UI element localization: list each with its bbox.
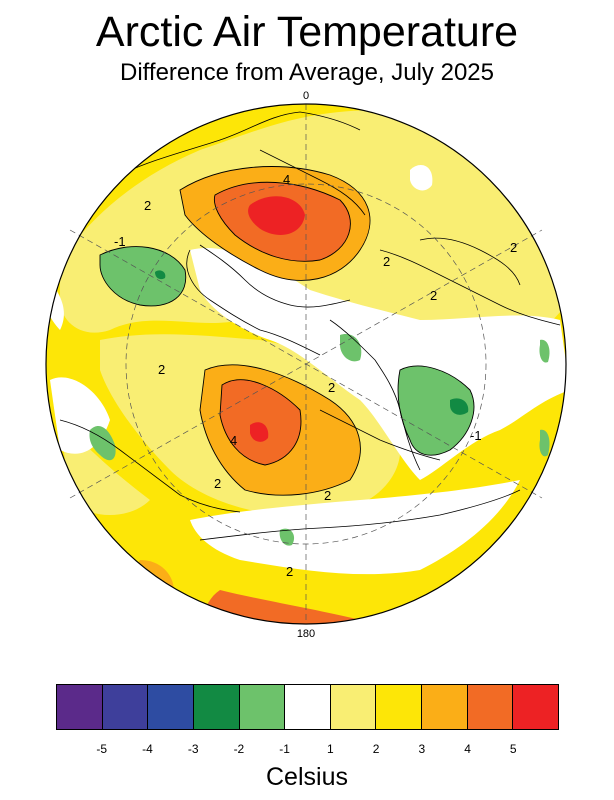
polar-map: 4 2 -1 2 2 2 2 2 4 2 2 -1 2 0 180 xyxy=(45,90,567,640)
legend-swatch xyxy=(148,685,194,729)
anomaly-near-zero-region xyxy=(410,165,433,191)
legend-tick-label: 3 xyxy=(418,742,426,756)
legend-tick-label: -1 xyxy=(279,742,290,756)
anomaly-minus-1-2-region xyxy=(398,366,474,456)
anomaly-above-5-region xyxy=(250,422,269,442)
contour-label: 2 xyxy=(144,198,151,213)
anomaly-near-zero-region xyxy=(190,480,520,575)
longitude-label-top: 0 xyxy=(302,90,310,102)
contour-label: 2 xyxy=(383,254,390,269)
polar-map-svg: 4 2 -1 2 2 2 2 2 4 2 2 -1 2 xyxy=(45,103,567,625)
legend-swatch xyxy=(330,685,377,729)
anomaly-minus-2-3-region xyxy=(450,398,469,415)
coastlines xyxy=(59,111,561,541)
legend-swatch xyxy=(467,685,514,729)
anomaly-minus-1-2-region xyxy=(539,429,550,457)
map-title: Arctic Air Temperature xyxy=(95,8,519,56)
contour-label: 4 xyxy=(283,172,290,187)
anomaly-above-5-region xyxy=(248,196,305,235)
contour-label: 2 xyxy=(510,240,517,255)
legend-swatch xyxy=(285,685,331,729)
anomaly-4-5-region xyxy=(200,590,360,624)
legend-tick-label: 5 xyxy=(509,742,517,756)
legend-swatch xyxy=(193,685,240,729)
anomaly-near-zero-region xyxy=(190,248,566,480)
legend-tick-label: 2 xyxy=(372,742,380,756)
contour-label: 2 xyxy=(328,380,335,395)
anomaly-minus-1-2-region xyxy=(279,528,295,546)
legend-tick-label: -2 xyxy=(233,742,245,756)
globe-outline xyxy=(45,103,567,625)
legend-units: Celsius xyxy=(266,763,348,791)
contour-label: 2 xyxy=(158,362,165,377)
contour-label: 2 xyxy=(214,476,221,491)
legend-swatch xyxy=(422,685,468,729)
legend-tick-label: 1 xyxy=(327,742,334,756)
anomaly-minus-1-2-region xyxy=(340,334,362,362)
legend-swatch xyxy=(102,685,149,729)
contour-label: -1 xyxy=(114,234,126,249)
legend-swatch xyxy=(57,685,103,729)
graticule xyxy=(69,104,543,624)
legend-tick-label: -3 xyxy=(187,742,199,756)
legend-tick-label: -4 xyxy=(142,742,153,756)
contour-label: 2 xyxy=(286,564,293,579)
anomaly-minus-1-2-region xyxy=(100,246,186,306)
legend-tick-label: 4 xyxy=(464,742,471,756)
contour-label: 2 xyxy=(324,488,331,503)
contour-lines xyxy=(99,166,475,496)
contour-label: -1 xyxy=(470,428,482,443)
color-legend-bar xyxy=(56,684,559,730)
longitude-label-bottom: 180 xyxy=(296,628,316,640)
contour-label: 2 xyxy=(430,288,437,303)
legend-swatch xyxy=(239,685,286,729)
map-subtitle: Difference from Average, July 2025 xyxy=(120,59,494,86)
legend-swatch xyxy=(376,685,423,729)
contour-label: 4 xyxy=(230,433,237,448)
anomaly-minus-2-3-region xyxy=(155,270,166,280)
anomaly-minus-1-2-region xyxy=(539,339,550,363)
legend-swatch xyxy=(513,685,559,729)
legend-tick-label: -5 xyxy=(96,742,108,756)
anomaly-1-2-region xyxy=(380,239,503,335)
